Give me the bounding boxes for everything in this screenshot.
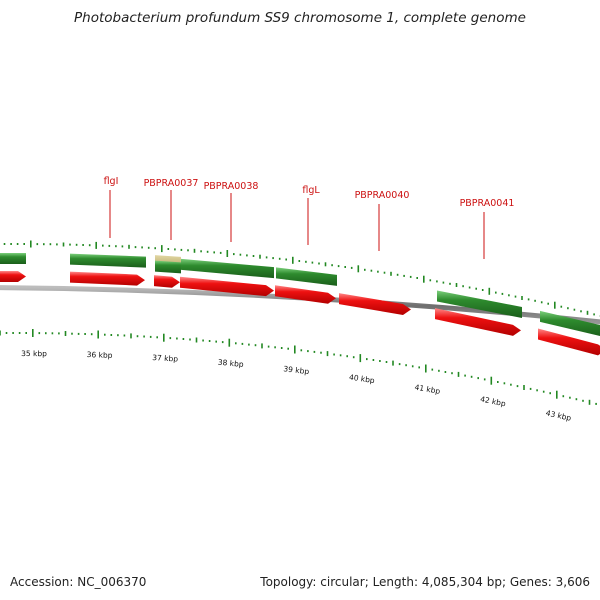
forward-gene xyxy=(540,310,600,336)
gene-label: PBPRA0040 xyxy=(355,190,410,201)
genome-stats: Topology: circular; Length: 4,085,304 bp… xyxy=(260,575,590,589)
forward-gene xyxy=(0,252,26,265)
accession-value: NC_006370 xyxy=(77,575,147,589)
outer-tick-marks xyxy=(3,240,600,317)
gene-callout-lines xyxy=(109,190,485,259)
scale-label: 40 kbp xyxy=(348,373,375,386)
scale-label: 43 kbp xyxy=(545,408,572,423)
scale-label: 36 kbp xyxy=(87,350,113,360)
forward-gene xyxy=(437,290,522,319)
length-label: Length: xyxy=(372,575,419,589)
topology-value: circular xyxy=(320,575,365,589)
reverse-gene xyxy=(154,275,180,288)
forward-gene xyxy=(276,267,337,286)
genes-label: Genes: xyxy=(509,575,552,589)
scale-label: 38 kbp xyxy=(217,358,244,369)
gene-label: PBPRA0037 xyxy=(144,178,199,189)
scale-label: 37 kbp xyxy=(152,353,179,364)
reverse-gene xyxy=(70,271,145,286)
forward-gene xyxy=(155,260,181,274)
topology-label: Topology: xyxy=(260,575,317,589)
reverse-gene xyxy=(180,276,274,297)
scale-labels: 35 kbp 36 kbp 37 kbp 38 kbp 39 kbp 40 kbp 41 k… xyxy=(21,349,572,423)
forward-gene xyxy=(70,253,146,268)
reverse-gene xyxy=(275,285,336,304)
gene-labels: flgI PBPRA0037 PBPRA0038 flgL PBPRA0040 PBPRA… xyxy=(104,176,515,209)
inner-tick-marks xyxy=(0,329,597,405)
accession-info: Accession: NC_006370 xyxy=(10,575,146,589)
gene-label: PBPRA0041 xyxy=(460,198,515,209)
scale-label: 35 kbp xyxy=(21,349,47,358)
map-title: Photobacterium profundum SS9 chromosome … xyxy=(74,10,526,26)
reverse-gene xyxy=(435,308,521,336)
genes-value: 3,606 xyxy=(555,575,590,589)
gene-label: flgL xyxy=(302,185,320,196)
forward-gene xyxy=(180,258,274,279)
scale-label: 41 kbp xyxy=(414,383,441,396)
scale-label: 42 kbp xyxy=(479,395,506,409)
forward-strand-genes xyxy=(0,252,600,336)
length-value: 4,085,304 bp xyxy=(421,575,502,589)
reverse-gene xyxy=(339,293,411,316)
reverse-strand-genes xyxy=(0,270,600,356)
reverse-gene xyxy=(538,328,600,356)
accession-label: Accession: xyxy=(10,575,74,589)
gene-label: PBPRA0038 xyxy=(204,181,259,192)
reverse-gene xyxy=(0,270,26,283)
gene-label: flgI xyxy=(104,176,119,187)
scale-label: 39 kbp xyxy=(283,364,310,376)
